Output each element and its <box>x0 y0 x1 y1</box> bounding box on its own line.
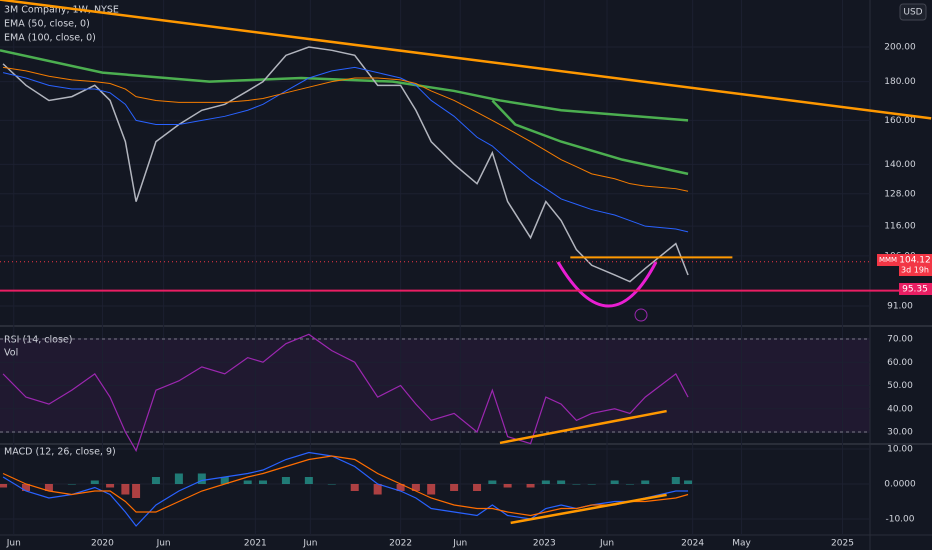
macd-histogram <box>411 484 420 491</box>
support-price: 95.35 <box>902 285 928 295</box>
macd-histogram <box>625 484 634 485</box>
macd-histogram <box>427 484 436 495</box>
y-tick-label: 40.00 <box>887 404 913 414</box>
macd-histogram <box>132 484 141 498</box>
last-price: 104.12 <box>899 256 931 266</box>
ma-line <box>0 49 689 122</box>
symbol: MMM <box>879 256 897 264</box>
y-tick-label: 200.00 <box>884 43 916 53</box>
x-tick-label: May <box>732 539 751 549</box>
symbol-tag <box>877 254 899 266</box>
macd-histogram <box>106 484 115 488</box>
y-tick-label: 0.0000 <box>884 480 916 490</box>
macd-histogram <box>67 484 76 485</box>
macd-histogram <box>684 480 693 484</box>
macd-histogram <box>0 484 8 488</box>
macd-histogram <box>281 477 290 484</box>
currency[interactable]: USD <box>903 8 922 18</box>
macd-histogram <box>671 477 680 484</box>
y-tick-label: 180.00 <box>884 77 916 87</box>
macd-histogram <box>44 484 53 491</box>
macd-histogram <box>304 477 313 484</box>
macd-histogram <box>557 480 566 484</box>
macd-histogram <box>503 484 512 488</box>
macd-histogram <box>641 480 650 484</box>
macd-histogram <box>610 480 619 484</box>
x-tick-label: Jun <box>452 539 467 549</box>
y-tick-label: 50.00 <box>887 381 913 391</box>
y-tick-label: 140.00 <box>884 160 916 170</box>
vol-label: Vol <box>4 348 18 359</box>
macd-histogram <box>220 477 229 484</box>
y-tick-label: 60.00 <box>887 358 913 368</box>
y-tick-label: 160.00 <box>884 116 916 126</box>
x-tick-label: Jun <box>599 539 614 549</box>
macd-histogram <box>526 484 535 488</box>
macd-histogram <box>174 473 183 484</box>
macd-histogram <box>350 484 359 491</box>
currency-button[interactable] <box>899 3 927 21</box>
macd-histogram <box>488 480 497 484</box>
x-tick-label: Jun <box>156 539 171 549</box>
trend-line <box>0 0 932 120</box>
y-tick-label: 70.00 <box>887 335 913 345</box>
x-tick-label: 2021 <box>244 539 267 549</box>
macd-trend <box>510 493 667 525</box>
macd-histogram <box>197 473 206 484</box>
y-tick-label: -10.00 <box>885 515 914 525</box>
x-tick-label: Jun <box>302 539 317 549</box>
x-tick-label: 2025 <box>831 539 854 549</box>
legend-entry: EMA (100, close, 0) <box>4 33 96 44</box>
macd-histogram <box>258 480 267 484</box>
y-tick-label: 91.00 <box>887 302 913 312</box>
rsi-line <box>2 333 689 453</box>
macd-histogram <box>90 480 99 484</box>
y-tick-label: 116.00 <box>884 222 916 232</box>
macd-histogram <box>151 477 160 484</box>
macd-label: MACD (12, 26, close, 9) <box>4 447 116 458</box>
x-tick-label: 2020 <box>91 539 114 549</box>
cup-pattern <box>556 261 658 308</box>
legend-entry: EMA (50, close, 0) <box>4 19 90 30</box>
y-tick-label: 10.00 <box>887 445 913 455</box>
x-tick-label: Jun <box>6 539 21 549</box>
macd-histogram <box>450 484 459 491</box>
chart-title: 3M Company, 1W, NYSE <box>4 5 119 16</box>
support-tag <box>899 283 932 295</box>
macd-histogram <box>396 484 405 491</box>
macd-histogram <box>373 484 382 495</box>
event-icon <box>634 308 648 322</box>
x-tick-label: 2024 <box>681 539 704 549</box>
countdown: 3d 19h <box>901 266 929 275</box>
macd-histogram <box>541 480 550 484</box>
macd-histogram <box>572 484 581 485</box>
price-line <box>2 66 689 233</box>
macd-histogram <box>473 484 482 491</box>
y-tick-label: 30.00 <box>887 428 913 438</box>
macd-histogram <box>21 484 30 491</box>
rsi-trend <box>499 409 667 445</box>
x-tick-label: 2022 <box>389 539 412 549</box>
y-tick-label: 128.00 <box>884 189 916 199</box>
macd-histogram <box>121 484 130 495</box>
signal-line <box>2 455 689 517</box>
rsi-label: RSI (14, close) <box>4 335 72 346</box>
x-tick-label: 2023 <box>533 539 556 549</box>
macd-histogram <box>327 484 336 485</box>
ma-line <box>491 99 689 176</box>
price-line <box>2 66 689 192</box>
macd-histogram <box>587 484 596 485</box>
macd-histogram <box>243 480 252 484</box>
last-price-tag <box>899 254 932 276</box>
